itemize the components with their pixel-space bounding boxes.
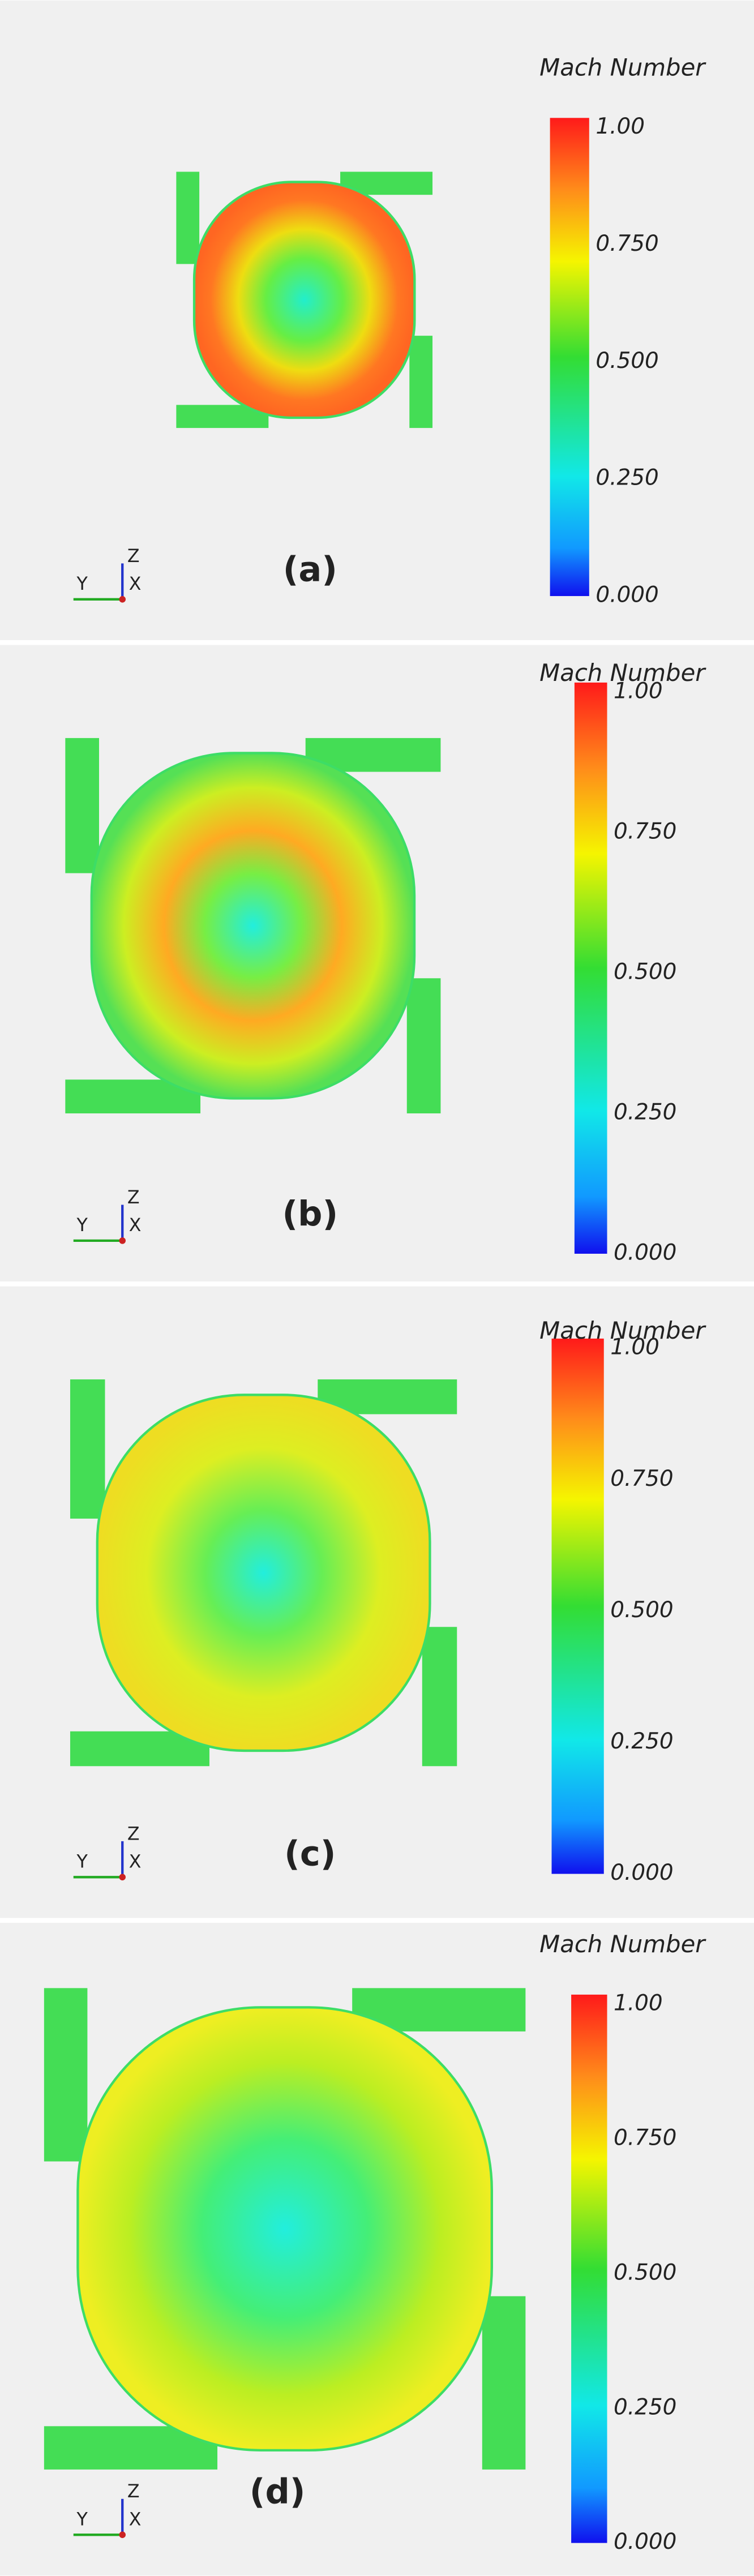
colorbar-tick-label: 1.00	[614, 1991, 663, 2016]
arm	[65, 738, 100, 873]
flow-field	[96, 1394, 431, 1752]
axis-label-x: X	[129, 574, 142, 594]
colorbar-tick-label: 0.500	[610, 1597, 673, 1623]
axis-label-z: Z	[127, 546, 140, 567]
panel-label: (b)	[282, 1194, 338, 1234]
colorbar	[551, 1338, 604, 1874]
colorbar-tick-label: 0.250	[614, 2394, 676, 2420]
colorbar	[571, 1994, 607, 2543]
colorbar-title: Mach Number	[539, 1930, 706, 1958]
colorbar-title: Mach Number	[539, 659, 706, 687]
colorbar	[550, 118, 589, 597]
colorbar-tick-label: 0.250	[596, 465, 658, 491]
axis-origin	[119, 596, 126, 603]
colorbar-title: Mach Number	[539, 53, 706, 81]
colorbar-tick-label: 0.250	[614, 1100, 676, 1125]
axis-label-y: Y	[76, 574, 88, 594]
flow-field	[192, 181, 416, 419]
colorbar-tick-label: 1.00	[596, 114, 645, 139]
colorbar-tick-label: 1.00	[610, 1335, 659, 1360]
panel-label: (c)	[284, 1834, 336, 1874]
axis-origin	[119, 2531, 126, 2538]
colorbar-tick-label: 0.000	[596, 582, 658, 608]
axis-label-z: Z	[127, 2481, 140, 2502]
colorbar-title: Mach Number	[539, 1317, 706, 1344]
flow-field	[90, 752, 416, 1100]
panel-label: (d)	[250, 2472, 306, 2512]
axis-label-z: Z	[127, 1824, 140, 1844]
axis-label-y: Y	[76, 2509, 88, 2530]
arm	[422, 1627, 457, 1767]
colorbar-tick-label: 0.500	[614, 2260, 676, 2285]
axis-origin	[119, 1237, 126, 1244]
colorbar-tick-label: 0.250	[610, 1729, 673, 1754]
flow-field	[76, 2006, 493, 2452]
colorbar-tick-label: 0.750	[596, 231, 658, 256]
axis-label-x: X	[129, 2509, 142, 2530]
arm	[482, 2296, 526, 2470]
arm	[409, 336, 433, 428]
axis-label-x: X	[129, 1851, 142, 1872]
arm	[70, 1379, 105, 1519]
arm	[176, 172, 200, 264]
arm	[406, 978, 441, 1114]
axis-label-z: Z	[127, 1188, 140, 1208]
axis-label-y: Y	[76, 1215, 88, 1236]
colorbar-tick-label: 0.000	[614, 1240, 676, 1265]
arm	[44, 1988, 88, 2162]
axis-origin	[119, 1874, 126, 1881]
panel: Mach Number 1.00 0.750 0.500 0.250 0.000 (a) Z Y…	[0, 0, 754, 640]
colorbar-tick-label: 0.000	[614, 2529, 676, 2554]
colorbar-tick-label: 0.500	[614, 959, 676, 985]
panel: Mach Number 1.00 0.750 0.500 0.250 0.000 (d) Z Y…	[0, 1923, 754, 2576]
axis-label-x: X	[129, 1215, 142, 1236]
colorbar-tick-label: 0.500	[596, 348, 658, 374]
panel-label: (a)	[283, 550, 337, 589]
colorbar-tick-label: 0.000	[610, 1860, 673, 1885]
axis-label-y: Y	[76, 1851, 88, 1872]
colorbar	[574, 682, 607, 1254]
colorbar-tick-label: 0.750	[610, 1466, 673, 1491]
colorbar-tick-label: 0.750	[614, 819, 676, 845]
colorbar-tick-label: 1.00	[614, 679, 663, 704]
colorbar-tick-label: 0.750	[614, 2125, 676, 2151]
